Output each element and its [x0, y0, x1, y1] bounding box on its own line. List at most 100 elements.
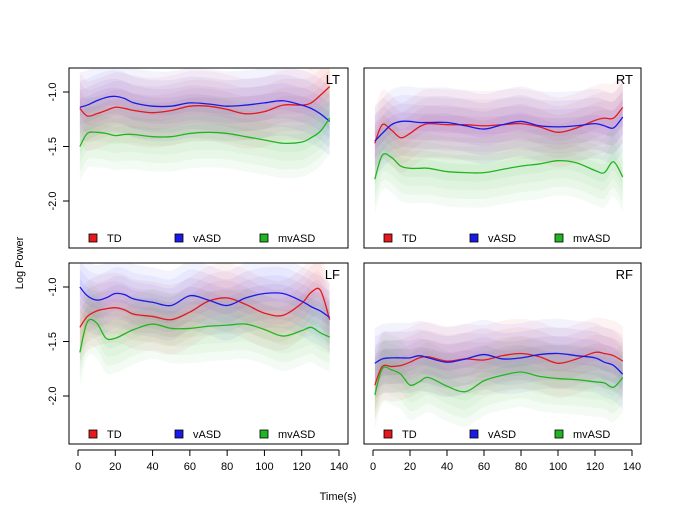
- confidence-band-td: [374, 343, 623, 394]
- series-line-vasd: [79, 286, 331, 319]
- legend-swatch-vasd: [174, 429, 184, 439]
- confidence-band-td: [79, 68, 330, 152]
- series-line-mvasd: [79, 117, 331, 147]
- series-line-td: [374, 106, 624, 144]
- legend-swatch-vasd: [469, 233, 479, 243]
- legend-label-mvasd: mvASD: [278, 429, 315, 441]
- confidence-band-td: [79, 69, 330, 134]
- x-tick-label: 60: [184, 461, 196, 473]
- x-axis-title: Time(s): [320, 491, 357, 503]
- y-tick-label: -2.0: [47, 387, 59, 406]
- confidence-band-td: [79, 68, 330, 143]
- legend-label-td: TD: [402, 429, 417, 441]
- legend-label-vasd: vASD: [488, 233, 516, 245]
- confidence-band-mvasd: [79, 310, 330, 362]
- legend-label-td: TD: [402, 233, 417, 245]
- legend-label-vasd: vASD: [193, 429, 221, 441]
- y-axis-title: Log Power: [14, 236, 26, 289]
- confidence-band-td: [79, 263, 330, 363]
- confidence-band-vasd: [79, 78, 330, 139]
- panel-frame: [363, 262, 642, 445]
- legend-swatch-vasd: [174, 233, 184, 243]
- plot-area: [374, 317, 624, 430]
- panel-frame: [363, 67, 642, 249]
- confidence-band-mvasd: [374, 136, 623, 197]
- legend-label-mvasd: mvASD: [278, 233, 315, 245]
- confidence-band-vasd: [79, 87, 330, 131]
- confidence-band-vasd: [374, 327, 623, 401]
- confidence-band-td: [79, 279, 330, 337]
- series-line-vasd: [79, 95, 331, 122]
- x-tick-label: 140: [623, 461, 641, 473]
- x-tick-label: 140: [330, 461, 348, 473]
- panel-lf: LF -1.0 -1.5 -2.0 0 20 40 60 80 100 120 140 TD vASD mv…: [47, 262, 349, 473]
- x-tick-label: 120: [586, 461, 604, 473]
- confidence-band-mvasd: [374, 358, 623, 404]
- confidence-band-td: [374, 334, 623, 403]
- x-tick-label: 80: [515, 461, 527, 473]
- series-line-td: [79, 287, 331, 328]
- y-tick-label: -1.0: [47, 83, 59, 102]
- confidence-band-vasd: [374, 108, 623, 150]
- confidence-band-vasd: [79, 68, 330, 157]
- confidence-band-mvasd: [79, 284, 330, 388]
- series-line-td: [374, 351, 624, 386]
- confidence-band-mvasd: [79, 301, 330, 370]
- legend-swatch-mvasd: [554, 429, 564, 439]
- legend-label-vasd: vASD: [193, 233, 221, 245]
- y-tick-label: -1.5: [47, 332, 59, 351]
- confidence-band-mvasd: [374, 349, 623, 413]
- legend-label-mvasd: mvASD: [573, 233, 610, 245]
- series-line-vasd: [374, 116, 624, 142]
- panel-label: LF: [325, 267, 340, 282]
- legend-swatch-mvasd: [554, 233, 564, 243]
- x-tick-label: 0: [75, 461, 81, 473]
- panel-rt: RT TD vASD mvASD: [363, 67, 642, 249]
- panel-label: LT: [326, 72, 340, 87]
- x-tick-label: 40: [441, 461, 453, 473]
- x-tick-label: 100: [255, 461, 273, 473]
- confidence-band-mvasd: [374, 118, 623, 215]
- x-tick-label: 20: [109, 461, 121, 473]
- plot-area: [374, 72, 624, 215]
- confidence-band-mvasd: [374, 127, 623, 206]
- legend-label-vasd: vASD: [488, 429, 516, 441]
- series-line-mvasd: [374, 153, 624, 180]
- y-tick-label: -1.5: [47, 137, 59, 156]
- confidence-band-vasd: [374, 336, 623, 392]
- x-tick-label: 80: [221, 461, 233, 473]
- legend-swatch-mvasd: [259, 233, 269, 243]
- confidence-band-td: [374, 317, 623, 420]
- panel-rf: RF 0 20 40 60 80 100 120 140 TD vASD mvASD: [363, 262, 642, 473]
- x-tick-label: 0: [370, 461, 376, 473]
- y-tick-label: -2.0: [47, 192, 59, 211]
- panel-lt: LT -1.0 -1.5 -2.0 TD vASD mvASD: [47, 67, 349, 249]
- confidence-band-vasd: [374, 318, 623, 410]
- confidence-band-mvasd: [374, 332, 623, 430]
- legend-swatch-td: [88, 429, 98, 439]
- confidence-band-td: [374, 325, 623, 412]
- legend-swatch-td: [383, 233, 393, 243]
- x-tick-label: 20: [404, 461, 416, 473]
- panel-frame: [68, 262, 349, 445]
- confidence-band-vasd: [374, 82, 623, 176]
- legend-label-td: TD: [107, 429, 122, 441]
- x-tick-label: 100: [549, 461, 567, 473]
- legend-swatch-td: [383, 429, 393, 439]
- legend-swatch-vasd: [469, 429, 479, 439]
- series-line-mvasd: [79, 318, 330, 353]
- confidence-band-td: [79, 77, 330, 125]
- confidence-band-vasd: [374, 99, 623, 159]
- y-tick-label: -1.0: [47, 278, 59, 297]
- confidence-band-vasd: [79, 263, 330, 353]
- series-line-vasd: [374, 352, 624, 375]
- x-tick-label: 60: [478, 461, 490, 473]
- legend-swatch-td: [88, 233, 98, 243]
- confidence-band-vasd: [79, 70, 330, 148]
- legend-label-mvasd: mvASD: [573, 429, 610, 441]
- panel-frame: [68, 67, 349, 249]
- x-tick-label: 40: [146, 461, 158, 473]
- series-line-mvasd: [374, 366, 624, 396]
- legend-label-td: TD: [107, 233, 122, 245]
